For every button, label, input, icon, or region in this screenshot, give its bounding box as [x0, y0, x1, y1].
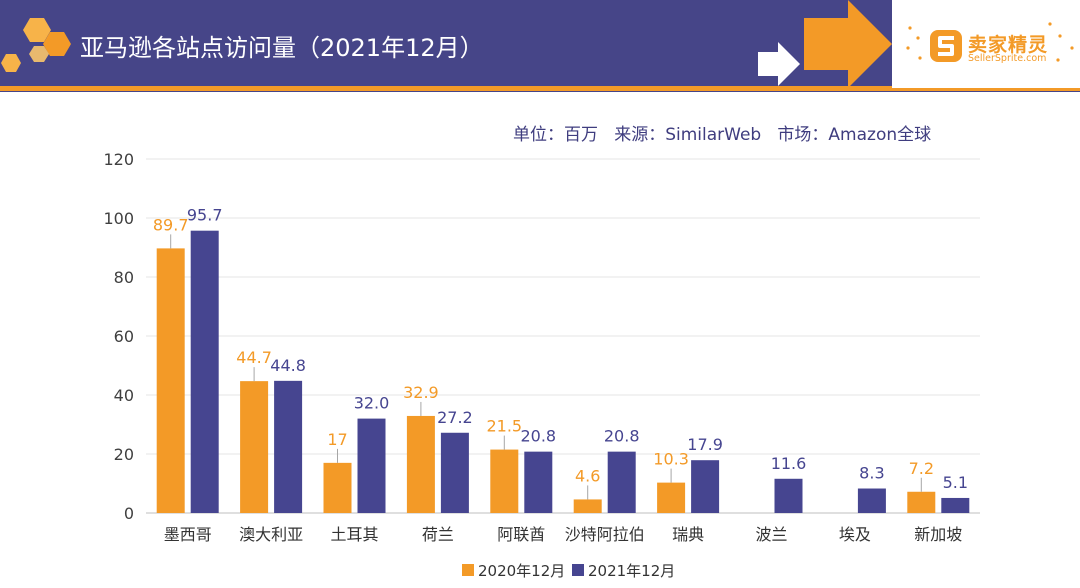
- bar-series-2021: [524, 451, 553, 513]
- y-tick-label: 60: [114, 327, 134, 346]
- legend-swatch: [462, 564, 474, 576]
- x-tick-label: 荷兰: [422, 525, 454, 544]
- y-tick-label: 20: [114, 445, 134, 464]
- arrow-right-icon: [758, 0, 892, 88]
- bar-series-2021: [941, 497, 970, 513]
- bar-series-2020: [406, 415, 435, 513]
- data-label: 17.9: [687, 435, 723, 454]
- data-label: 20.8: [604, 427, 640, 446]
- bar-series-2020: [323, 462, 352, 513]
- data-label: 44.7: [236, 348, 272, 367]
- bar-series-2020: [657, 482, 686, 513]
- sellersprite-logo-icon: [906, 22, 1074, 62]
- x-tick-label: 沙特阿拉伯: [565, 525, 645, 544]
- bar-series-2020: [156, 248, 185, 513]
- y-tick-label: 80: [114, 268, 134, 287]
- data-label: 5.1: [943, 473, 968, 492]
- data-label: 10.3: [653, 450, 689, 469]
- data-label: 44.8: [270, 356, 306, 375]
- brand-logo-panel: [892, 0, 1080, 88]
- data-label: 89.7: [153, 215, 189, 234]
- data-label: 4.6: [575, 466, 600, 485]
- data-label: 21.5: [486, 417, 522, 436]
- x-tick-label: 澳大利亚: [239, 525, 303, 544]
- bar-series-2021: [357, 418, 386, 513]
- data-label: 17: [327, 430, 347, 449]
- data-label: 32.9: [403, 383, 439, 402]
- bar-series-2021: [274, 380, 303, 513]
- legend-label: 2020年12月: [478, 562, 565, 580]
- bar-series-2020: [490, 449, 519, 513]
- page-title: 亚马逊各站点访问量（2021年12月）: [80, 34, 484, 62]
- y-tick-label: 120: [103, 150, 134, 169]
- bar-series-2020: [240, 381, 269, 513]
- chart-source-note: 单位：百万 来源：SimilarWeb 市场：Amazon全球: [513, 125, 932, 145]
- bar-series-2021: [774, 478, 803, 513]
- bar-series-2021: [607, 451, 636, 513]
- x-tick-label: 墨西哥: [164, 525, 212, 544]
- x-tick-label: 瑞典: [672, 525, 704, 544]
- bar-series-2020: [573, 499, 602, 513]
- data-label: 27.2: [437, 408, 473, 427]
- x-tick-label: 波兰: [755, 525, 787, 544]
- x-tick-label: 土耳其: [330, 525, 378, 544]
- data-label: 7.2: [909, 459, 934, 478]
- data-label: 32.0: [354, 394, 390, 413]
- legend-swatch: [572, 564, 584, 576]
- hexagon-logo-icon: [1, 18, 71, 72]
- y-tick-label: 100: [103, 209, 134, 228]
- x-tick-label: 埃及: [839, 525, 871, 544]
- bar-series-2021: [691, 460, 720, 513]
- data-label: 95.7: [187, 206, 223, 225]
- brand-name-en: SellerSprite.com: [968, 53, 1047, 64]
- brand-name-cn: 卖家精灵: [968, 34, 1049, 56]
- header-accent-stripe: [0, 86, 1080, 91]
- bar-series-2021: [190, 230, 219, 513]
- legend-label: 2021年12月: [588, 562, 675, 580]
- bar-series-2020: [907, 491, 936, 513]
- y-tick-label: 0: [124, 504, 134, 523]
- x-tick-label: 阿联酋: [497, 525, 545, 544]
- data-label: 11.6: [771, 454, 807, 473]
- bar-series-2021: [857, 488, 886, 513]
- bar-series-2021: [440, 432, 469, 513]
- y-tick-label: 40: [114, 386, 134, 405]
- x-tick-label: 新加坡: [914, 525, 962, 544]
- data-label: 20.8: [520, 427, 556, 446]
- data-label: 8.3: [859, 464, 884, 483]
